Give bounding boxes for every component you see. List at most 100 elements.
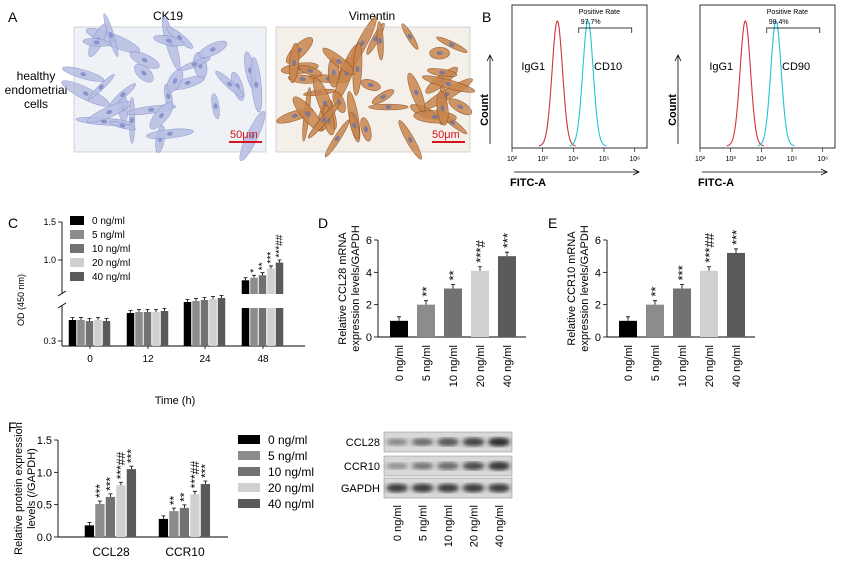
error-bar [182,504,187,508]
y-axis-arrow [674,54,682,144]
significance-mark: ***# [473,240,488,263]
significance-mark: ***## [114,452,128,480]
control-label: IgG1 [709,61,733,73]
bar [160,311,169,346]
x-tick-label: 10 ng/ml [448,345,460,387]
x-tick-label: 0 ng/ml [623,345,635,381]
error-bar [137,309,141,312]
x-tick-label: 20 ng/ml [704,345,716,387]
marker-label: CD90 [782,61,810,73]
blot-lane-label: 20 ng/ml [469,505,481,547]
error-bar [145,309,150,312]
y-axis-label: Count [667,94,679,126]
x-axis-label: Time (h) [155,395,196,407]
bar [105,496,116,537]
x-tick-label: 10⁴ [568,156,579,163]
y-tick-label: 0 [595,332,601,344]
legend-label: 20 ng/ml [268,481,314,495]
legend-label: 0 ng/ml [268,433,307,447]
x-tick-label: 12 [142,354,154,365]
x-tick-label: 40 ng/ml [731,345,743,387]
error-bar [87,318,92,321]
y-tick-label: 6 [595,235,601,247]
x-tick-label: 10³ [726,156,737,163]
significance-mark: *** [729,230,744,245]
error-bar [243,277,248,281]
ck19-title: CK19 [153,9,183,23]
bar [116,485,126,537]
bar [250,277,258,294]
x-tick-label: 5 ng/ml [421,345,433,381]
x-axis-label: FITC-A [698,177,734,189]
histogram-igg1 [726,20,764,147]
bar [258,308,267,346]
x-axis-arrow [514,168,640,176]
y-axis-label: OD (450 nm) [16,274,26,326]
error-bar [203,480,208,484]
significance-mark: *** [266,252,277,264]
bar [700,270,718,337]
blot-band [411,462,434,470]
error-bar [129,465,134,470]
ck19-scale-label: 50μm [230,129,258,141]
x-tick-label: 10⁶ [817,156,828,163]
blot-band [386,462,408,470]
error-bar [478,266,482,271]
panel-a-side-label: healthy endometrial cells [5,69,68,111]
bar [646,304,664,337]
significance-mark: ***## [188,461,202,489]
x-tick-label: 10 ng/ml [677,345,689,387]
positive-rate-label: Positive Rate [767,9,808,16]
ccl28-mrna-chart: 0 2 4 6 Relative CCL28 mRNA expression levels… [337,225,526,387]
bar [241,308,250,346]
significance-mark: ** [419,287,434,297]
error-bar [185,299,190,302]
y-axis-label: levels (/GAPDH) [26,448,38,529]
significance-mark: *** [198,464,212,478]
positive-gate [578,27,633,33]
bar [68,320,77,346]
y-tick-label: 1.5 [43,217,56,227]
control-label: IgG1 [521,61,545,73]
legend-label: 5 ng/ml [268,449,307,463]
blot-band [411,483,434,493]
legend-swatch [238,467,260,476]
blot-lane-label: 10 ng/ml [443,505,455,547]
bar [94,320,102,346]
y-tick-label: 0.3 [43,336,56,346]
legend-swatch [238,451,260,460]
legend-label: 10 ng/ml [92,244,130,255]
y-tick-label: 1.5 [37,435,52,447]
legend-swatch [70,230,84,239]
error-bar [108,493,113,497]
bar [95,504,105,537]
y-axis-label: Count [479,94,491,126]
panel-letter-c: C [8,215,18,231]
y-tick-label: 1.0 [43,255,56,265]
bar [192,301,200,346]
histogram-igg1 [538,20,576,147]
y-tick-label: 4 [595,267,601,279]
histogram-cd10 [569,20,607,147]
x-tick-label: 48 [257,354,269,365]
blot-lane-label: 40 ng/ml [494,505,506,547]
error-bar [211,296,215,299]
y-tick-label: 4 [366,267,372,279]
legend-swatch [70,258,84,267]
x-axis-arrow [702,168,828,176]
bar [267,308,275,346]
legend-label: 0 ng/ml [92,216,125,227]
x-tick-label: CCL28 [92,545,130,559]
bar [209,299,217,346]
cell-shapes [276,16,476,160]
error-bar [96,317,100,320]
blot-band [462,461,485,471]
bar [169,511,179,537]
x-tick-label: 0 ng/ml [394,345,406,381]
flow-plot-cd90: Count FITC-A 10² 10³ 10⁴ 10⁵ 10⁶ IgG1 CD90 Positi… [667,4,836,189]
significance-mark: *** [124,449,138,463]
marker-label: CD10 [594,61,622,73]
bar [200,300,209,346]
error-bar [269,265,273,269]
error-bar [653,300,657,305]
